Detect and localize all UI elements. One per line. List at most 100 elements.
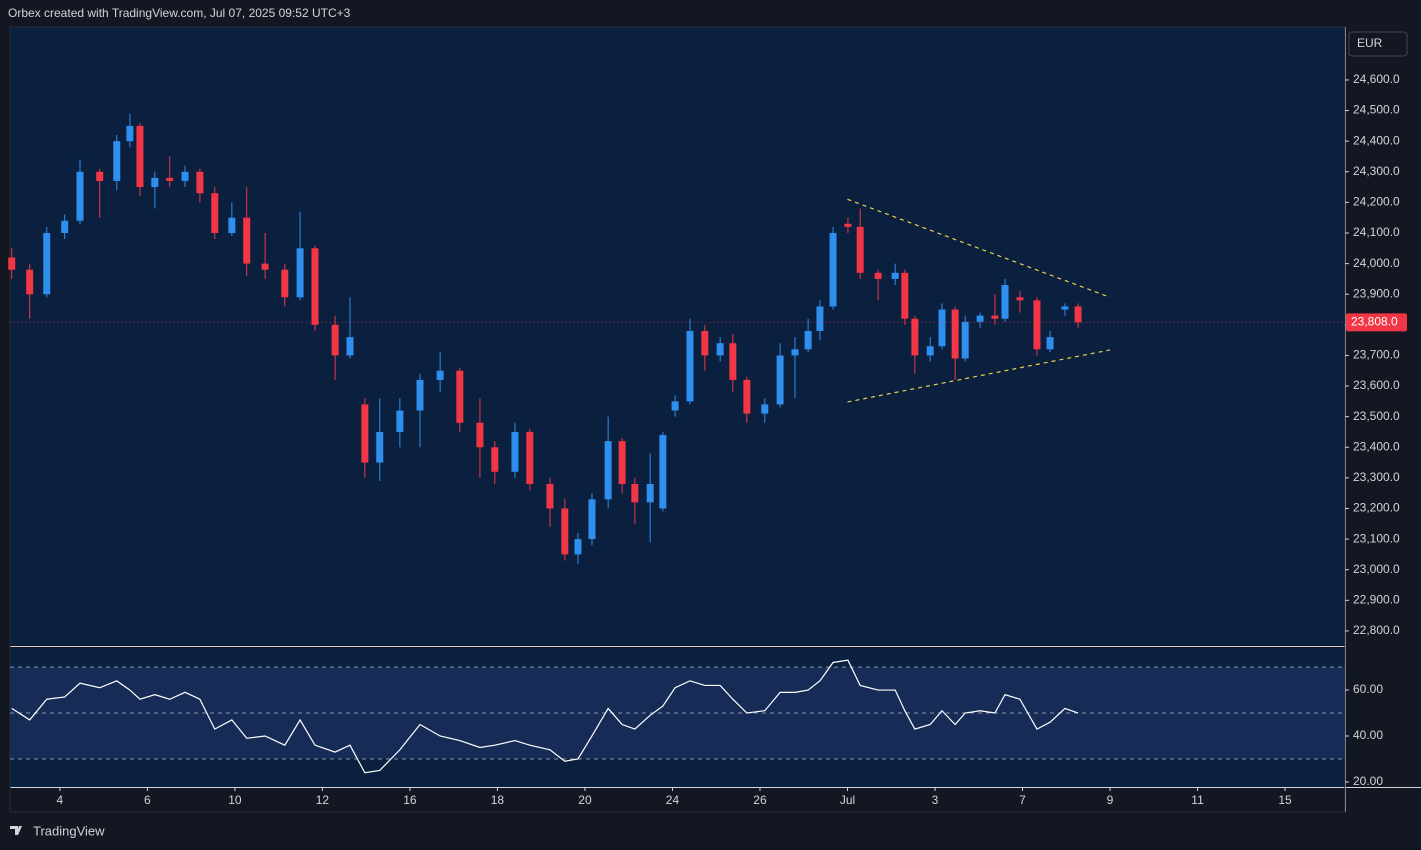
rsi-y-tick-label: 40.00 — [1353, 728, 1383, 742]
candle-body — [604, 441, 612, 500]
candle-body — [166, 177, 174, 181]
y-tick-label: 22,900.0 — [1353, 592, 1400, 606]
price-pane — [10, 27, 1345, 645]
candle-body — [296, 248, 304, 298]
candle-body — [526, 431, 534, 484]
candle-body — [181, 171, 189, 181]
candle-body — [911, 318, 919, 356]
y-tick-label: 22,800.0 — [1353, 623, 1400, 637]
y-tick-label: 24,400.0 — [1353, 133, 1400, 147]
candle-body — [761, 404, 769, 414]
x-tick-label: 9 — [1107, 793, 1114, 807]
y-tick-label: 24,500.0 — [1353, 103, 1400, 117]
x-tick-label: 6 — [144, 793, 151, 807]
candle-body — [396, 410, 404, 432]
candle-body — [546, 483, 554, 509]
candle-body — [331, 324, 339, 356]
y-tick-label: 23,100.0 — [1353, 531, 1400, 545]
candle-body — [938, 309, 946, 347]
x-tick-label: 15 — [1278, 793, 1292, 807]
candle-body — [456, 370, 464, 423]
x-tick-label: 4 — [57, 793, 64, 807]
footer: TradingView — [33, 823, 105, 838]
y-tick-label: 24,600.0 — [1353, 72, 1400, 86]
candle-body — [926, 346, 934, 356]
candle-body — [113, 141, 121, 181]
rsi-y-tick-label: 60.00 — [1353, 682, 1383, 696]
candle-body — [618, 441, 626, 484]
candle-body — [211, 193, 219, 233]
candle-body — [1046, 337, 1054, 350]
candle-body — [776, 355, 784, 405]
x-tick-label: 16 — [403, 793, 417, 807]
candle-body — [376, 431, 384, 463]
candle-body — [243, 217, 251, 264]
candle-body — [361, 404, 369, 463]
candle-body — [574, 539, 582, 555]
candle-body — [891, 272, 899, 279]
candle-body — [804, 330, 812, 350]
y-tick-label: 24,200.0 — [1353, 195, 1400, 209]
candle-body — [844, 223, 852, 227]
y-tick-label: 24,100.0 — [1353, 225, 1400, 239]
candle-body — [1061, 306, 1069, 310]
y-tick-label: 23,900.0 — [1353, 286, 1400, 300]
candle-body — [196, 171, 204, 194]
candle-body — [646, 483, 654, 503]
tv-logo — [10, 826, 22, 835]
rsi-line — [11, 659, 1079, 774]
candle-body — [951, 309, 959, 359]
candle-body — [311, 248, 319, 325]
candle-body — [1074, 306, 1082, 323]
currency: EUR — [1357, 36, 1383, 50]
trendline — [847, 198, 1111, 298]
last-price-badge — [1346, 313, 1407, 332]
candle-body — [346, 337, 354, 356]
x-tick-label: 12 — [316, 793, 330, 807]
candle-body — [716, 343, 724, 356]
rsi-y-tick-label: 20.00 — [1353, 774, 1383, 788]
y-tick-label: 23,000.0 — [1353, 562, 1400, 576]
currency-badge[interactable] — [1348, 31, 1408, 57]
x-tick-label: 26 — [753, 793, 767, 807]
header: Orbex created with TradingView.com, Jul … — [8, 6, 351, 20]
frame — [9, 26, 1346, 813]
candle-body — [261, 263, 269, 270]
candle-body — [729, 343, 737, 380]
last-price-label: 23,808.0 — [1351, 315, 1398, 329]
candle-body — [476, 422, 484, 448]
candle-body — [8, 257, 16, 270]
y-tick-label: 23,600.0 — [1353, 378, 1400, 392]
x-tick-label: 3 — [932, 793, 939, 807]
candle-body — [26, 269, 34, 295]
y-tick-label: 24,300.0 — [1353, 164, 1400, 178]
candle-body — [961, 321, 969, 359]
candle-body — [96, 171, 104, 181]
candle-body — [126, 125, 134, 142]
candle-body — [1033, 300, 1041, 350]
candle-body — [671, 401, 679, 411]
y-tick-label: 24,000.0 — [1353, 256, 1400, 270]
x-tick-label: 10 — [228, 793, 242, 807]
candle-body — [686, 330, 694, 402]
candle-body — [76, 171, 84, 221]
candle-body — [874, 272, 882, 279]
x-tick-label: Jul — [840, 793, 855, 807]
candle-body — [511, 431, 519, 472]
candle-body — [1001, 285, 1009, 319]
y-tick-label: 23,700.0 — [1353, 348, 1400, 362]
candle-body — [976, 315, 984, 322]
candle-body — [561, 508, 569, 555]
candle-body — [829, 233, 837, 307]
candle-body — [588, 499, 596, 540]
candle-body — [631, 483, 639, 503]
x-tick-label: 18 — [491, 793, 505, 807]
candle-body — [659, 435, 667, 509]
candle-body — [491, 447, 499, 472]
candle-body — [151, 177, 159, 188]
x-tick-label: 11 — [1191, 793, 1204, 807]
y-tick-label: 23,400.0 — [1353, 439, 1400, 453]
candle-body — [228, 217, 236, 233]
